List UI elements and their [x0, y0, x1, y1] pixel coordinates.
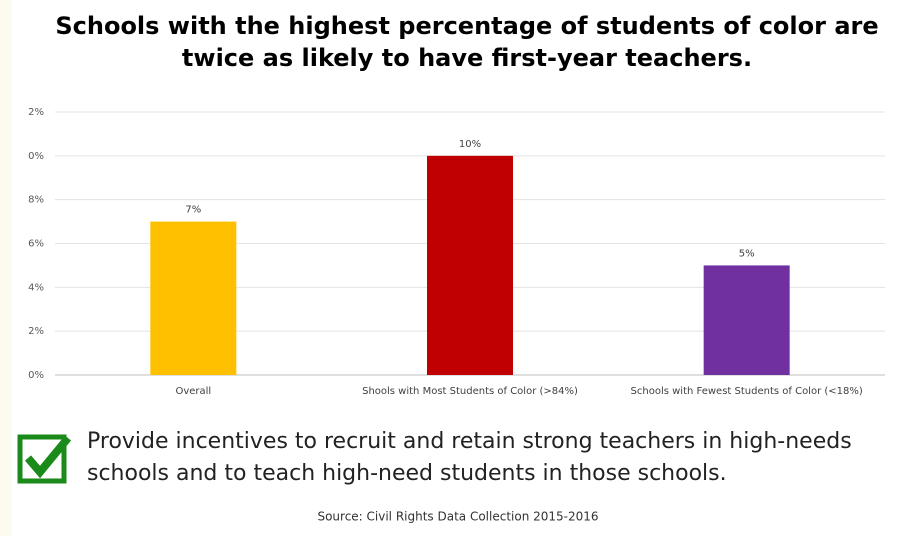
value-label: 5%: [739, 248, 755, 259]
y-tick-label: 0%: [28, 370, 44, 381]
value-label: 7%: [185, 205, 201, 216]
bar: [427, 155, 513, 375]
y-tick-label: 2%: [28, 326, 44, 337]
x-tick-label: Shools with Most Students of Color (>84%…: [362, 386, 578, 397]
bar: [150, 221, 237, 375]
y-tick-label: 8%: [28, 195, 44, 206]
bar: [703, 265, 790, 375]
y-tick-label: 4%: [28, 282, 44, 293]
y-tick-label: 0%: [28, 151, 44, 162]
x-tick-label: Overall: [175, 386, 211, 397]
callout-line: Provide incentives to recruit and retain…: [87, 429, 852, 454]
title-line: twice as likely to have first-year teach…: [182, 44, 752, 72]
value-label: 10%: [459, 139, 481, 150]
title-line: Schools with the highest percentage of s…: [55, 12, 878, 40]
check-icon: [17, 434, 72, 484]
x-tick-label: Schools with Fewest Students of Color (<…: [631, 386, 863, 397]
y-tick-label: 6%: [28, 239, 44, 250]
source: Source: Civil Rights Data Collection 201…: [317, 510, 598, 524]
side-strip: [0, 0, 12, 536]
y-tick-label: 2%: [28, 107, 44, 118]
callout-line: schools and to teach high-need students …: [87, 461, 727, 486]
